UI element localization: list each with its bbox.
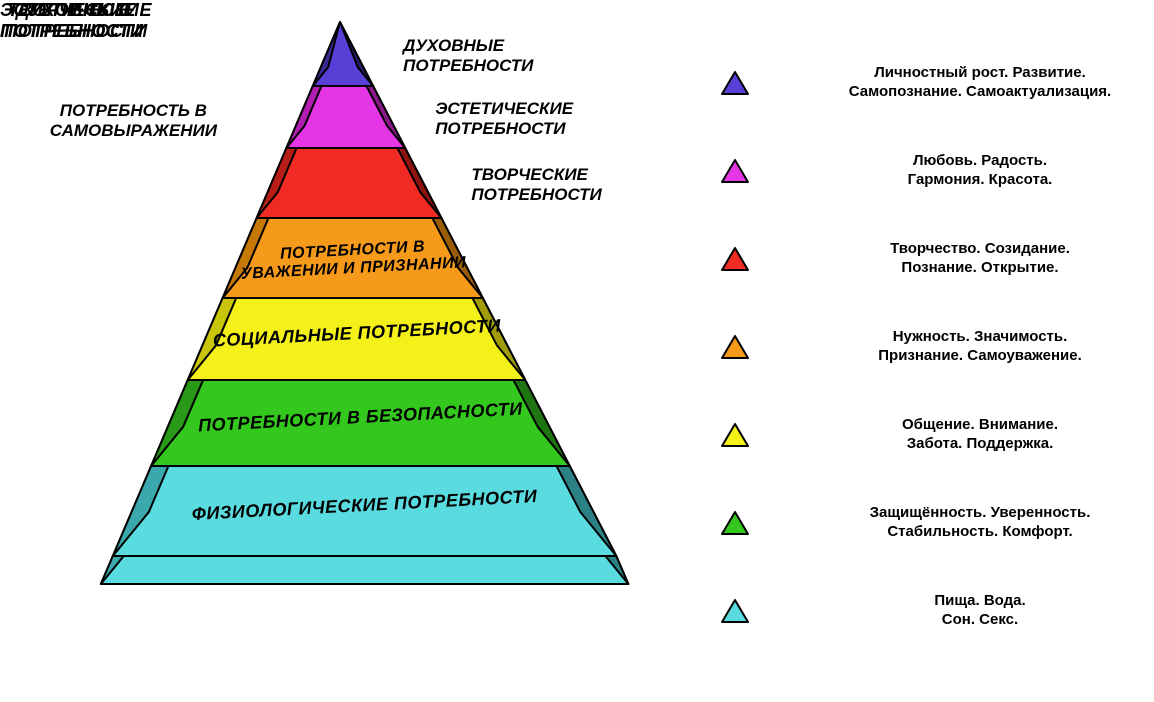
legend-triangle-icon bbox=[720, 158, 750, 184]
legend-text-6: Пища. Вода. Сон. Секс. bbox=[830, 592, 1130, 630]
legend-item-4: Общение. Внимание. Забота. Поддержка. bbox=[720, 416, 1130, 454]
legend-triangle-icon bbox=[720, 246, 750, 272]
legend-item-6: Пища. Вода. Сон. Секс. bbox=[720, 592, 1130, 630]
legend-text-4: Общение. Внимание. Забота. Поддержка. bbox=[830, 416, 1130, 454]
legend-triangle-icon bbox=[720, 422, 750, 448]
legend-text-0: Личностный рост. Развитие. Самопознание.… bbox=[830, 64, 1130, 102]
legend-item-2: Творчество. Созидание. Познание. Открыти… bbox=[720, 240, 1130, 278]
legend-text-1: Любовь. Радость. Гармония. Красота. bbox=[830, 152, 1130, 190]
legend-triangle-icon bbox=[720, 598, 750, 624]
legend-triangle-icon bbox=[720, 334, 750, 360]
legend-item-0: Личностный рост. Развитие. Самопознание.… bbox=[720, 64, 1130, 102]
brace-svg bbox=[0, 0, 250, 300]
legend-item-5: Защищённость. Уверенность. Стабильность.… bbox=[720, 504, 1130, 542]
legend-text-2: Творчество. Созидание. Познание. Открыти… bbox=[830, 240, 1130, 278]
legend-triangle-icon bbox=[720, 510, 750, 536]
legend-item-1: Любовь. Радость. Гармония. Красота. bbox=[720, 152, 1130, 190]
legend-triangle-icon bbox=[720, 70, 750, 96]
legend-text-5: Защищённость. Уверенность. Стабильность.… bbox=[830, 504, 1130, 542]
legend-item-3: Нужность. Значимость. Признание. Самоува… bbox=[720, 328, 1130, 366]
pyramid-infographic: ФИЗИОЛОГИЧЕСКИЕ ПОТРЕБНОСТИПОТРЕБНОСТИ В… bbox=[0, 0, 1154, 702]
legend-text-3: Нужность. Значимость. Признание. Самоува… bbox=[830, 328, 1130, 366]
